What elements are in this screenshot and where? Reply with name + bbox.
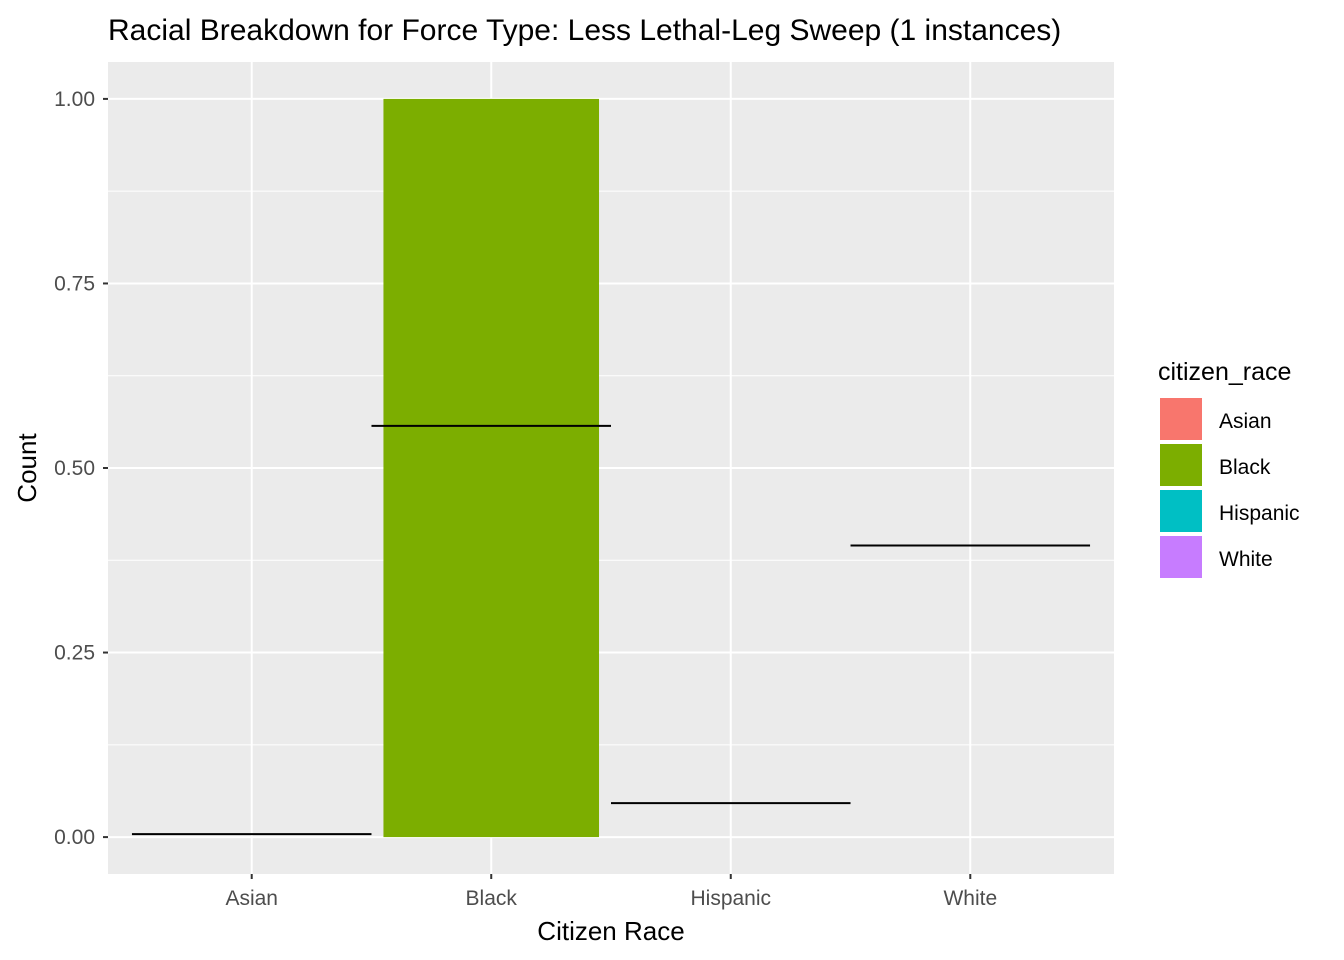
minor-gridlines bbox=[108, 190, 1114, 746]
bar-black bbox=[383, 98, 600, 838]
legend-label-asian: Asian bbox=[1219, 410, 1272, 433]
legend-title: citizen_race bbox=[1158, 358, 1291, 386]
reference-lines bbox=[131, 424, 1091, 836]
y-tick-label: 0.50 bbox=[54, 457, 95, 480]
legend-key-black bbox=[1160, 444, 1202, 486]
x-tick-label: White bbox=[943, 887, 997, 910]
legend: citizen_race Asian Black Hispanic White bbox=[1158, 358, 1300, 578]
y-tick-label: 0.25 bbox=[54, 642, 95, 665]
x-axis: Asian Black Hispanic White bbox=[225, 874, 997, 910]
legend-key-hispanic bbox=[1160, 490, 1202, 532]
legend-label-hispanic: Hispanic bbox=[1219, 502, 1300, 525]
x-tick-label: Black bbox=[466, 887, 518, 910]
y-axis-title: Count bbox=[12, 433, 42, 503]
bars bbox=[383, 98, 600, 838]
y-tick-label: 0.75 bbox=[54, 272, 95, 295]
legend-label-white: White bbox=[1219, 548, 1273, 571]
y-axis: 0.00 0.25 0.50 0.75 1.00 bbox=[54, 88, 108, 849]
legend-key-white bbox=[1160, 536, 1202, 578]
legend-key-asian bbox=[1160, 398, 1202, 440]
x-tick-label: Asian bbox=[225, 887, 278, 910]
legend-label-black: Black bbox=[1219, 456, 1271, 479]
chart-title: Racial Breakdown for Force Type: Less Le… bbox=[108, 14, 1061, 47]
x-tick-label: Hispanic bbox=[690, 887, 771, 910]
y-tick-label: 1.00 bbox=[54, 88, 95, 111]
y-tick-label: 0.00 bbox=[54, 826, 95, 849]
x-axis-title: Citizen Race bbox=[537, 916, 684, 946]
legend-items: Asian Black Hispanic White bbox=[1160, 398, 1300, 578]
